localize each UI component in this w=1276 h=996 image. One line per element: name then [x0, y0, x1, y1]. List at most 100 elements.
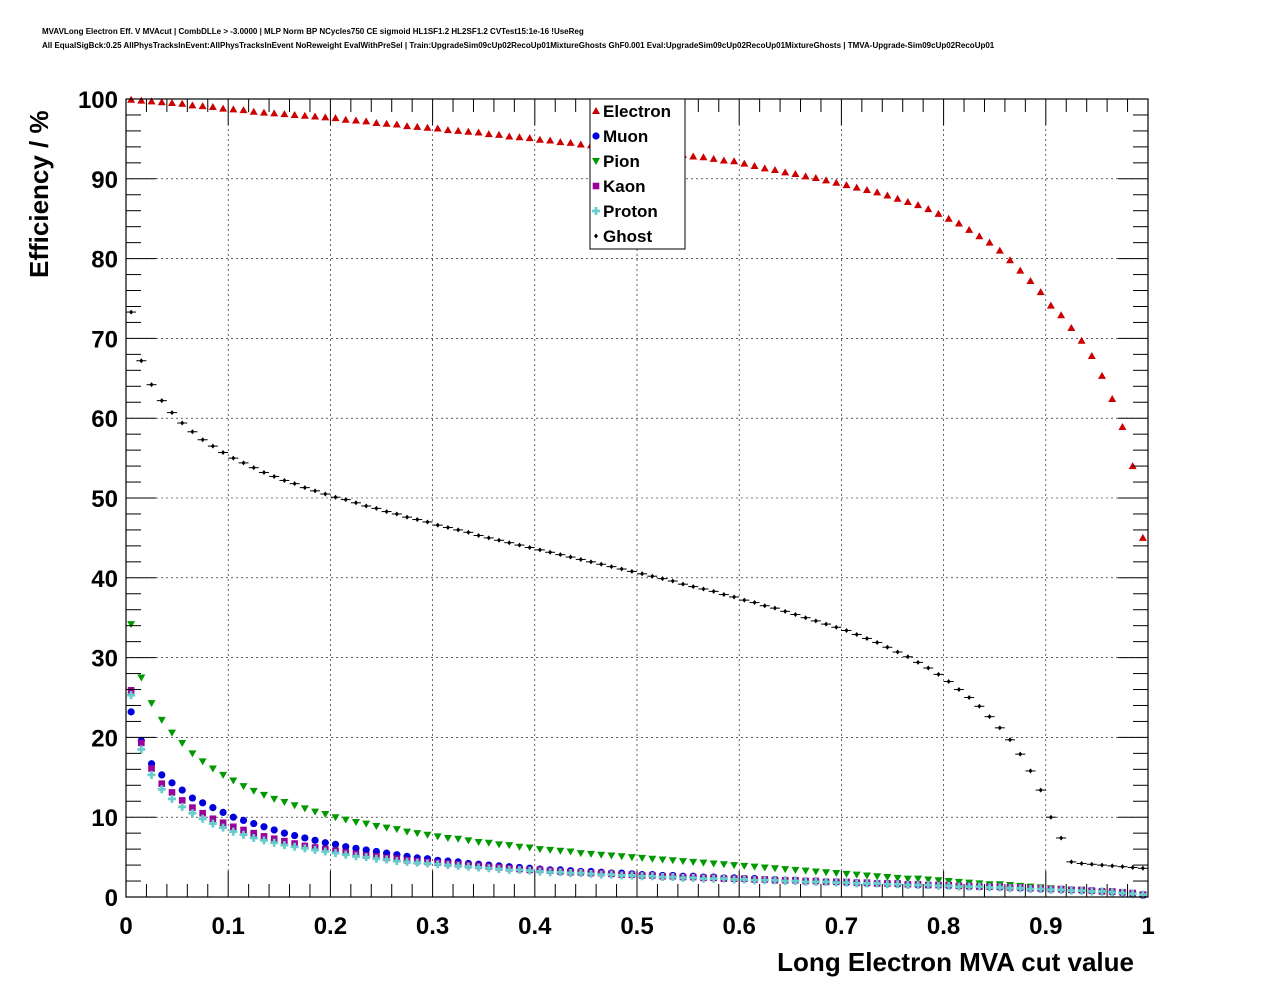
proton-point: [535, 867, 544, 876]
pion-point: [791, 866, 800, 874]
electron-point: [852, 183, 861, 191]
ghost-point: [680, 581, 685, 587]
pion-point: [515, 843, 524, 851]
proton-point: [515, 865, 524, 874]
electron-point: [709, 154, 718, 162]
proton-point: [934, 881, 943, 890]
electron-point: [137, 96, 146, 104]
ghost-point: [660, 576, 665, 582]
proton-point: [1046, 885, 1055, 894]
electron-point: [546, 136, 555, 144]
proton-point: [576, 869, 585, 878]
proton-point: [290, 842, 299, 851]
proton-point: [239, 830, 248, 839]
chart-title-line-1: MVAVLong Electron Eff. V MVAcut | CombDL…: [42, 27, 584, 36]
x-tick-labels: 0 0.1 0.2 0.3 0.4 0.5 0.6 0.7 0.8 0.9 1: [119, 913, 1154, 940]
electron-point: [1026, 276, 1035, 284]
electron-point: [914, 201, 923, 209]
ghost-point: [997, 725, 1002, 731]
pion-point: [873, 873, 882, 881]
proton-point: [403, 857, 412, 866]
proton-point: [811, 877, 820, 886]
y-axis-label: Efficiency / %: [24, 110, 54, 278]
proton-point: [556, 868, 565, 877]
ghost-point: [302, 485, 307, 491]
ghost-point: [885, 644, 890, 650]
ghost-point: [486, 535, 491, 541]
ghost-point: [1079, 860, 1084, 866]
pion-point: [862, 872, 871, 880]
electron-point: [321, 113, 330, 121]
proton-point: [791, 877, 800, 886]
legend-box: [589, 98, 686, 250]
pion-point: [535, 846, 544, 854]
kaon-point: [127, 687, 135, 694]
pion-point: [341, 816, 350, 824]
ghost-point: [1089, 861, 1094, 867]
proton-point: [852, 879, 861, 888]
ghost-point: [384, 509, 389, 515]
ghost-point: [568, 554, 573, 560]
proton-point: [832, 878, 841, 887]
pion-point: [147, 700, 156, 708]
ghost-point: [967, 695, 972, 700]
electron-point: [1077, 336, 1086, 344]
electron-point: [525, 134, 534, 142]
legend-label-pion: Pion: [603, 152, 640, 171]
proton-point: [1016, 884, 1025, 893]
legend-label-muon: Muon: [603, 127, 648, 146]
proton-point: [546, 868, 555, 877]
electron-point: [1036, 288, 1045, 296]
proton-point: [484, 864, 493, 873]
series-kaon: [127, 687, 1147, 898]
electron-point: [740, 159, 749, 167]
pion-point: [832, 870, 841, 878]
muon-point: [342, 843, 350, 851]
ghost-point: [762, 603, 767, 609]
proton-point: [597, 870, 606, 879]
legend-entry-kaon: Kaon: [592, 177, 646, 196]
ghost-point: [466, 529, 471, 535]
y-tick-label: 100: [78, 87, 118, 114]
proton-point: [944, 881, 953, 890]
ghost-point: [210, 443, 215, 449]
proton-point: [689, 873, 698, 882]
y-tick-label: 30: [91, 646, 118, 673]
electron-point: [403, 122, 412, 130]
electron-point: [566, 138, 575, 146]
ghost-point: [824, 621, 829, 627]
legend: Electron Muon Pion Kaon Proton Ghost: [589, 98, 686, 250]
electron-point: [975, 232, 984, 240]
legend-label-kaon: Kaon: [603, 177, 646, 196]
proton-point: [413, 858, 422, 867]
proton-point: [331, 849, 340, 858]
electron-point: [873, 188, 882, 196]
electron-point: [801, 172, 810, 180]
ghost-point: [180, 420, 185, 426]
pion-point: [311, 808, 320, 816]
proton-point: [270, 838, 279, 847]
ghost-point: [813, 618, 818, 624]
ghost-point: [721, 592, 726, 598]
electron-point: [147, 97, 156, 105]
y-tick-label: 0: [105, 885, 118, 912]
ghost-point: [864, 635, 869, 641]
muon-point: [229, 813, 237, 821]
pion-point: [321, 811, 330, 819]
electron-point: [965, 225, 974, 233]
ghost-point: [282, 477, 287, 483]
pion-point: [924, 876, 933, 884]
legend-marker-proton: [592, 207, 600, 216]
proton-point: [924, 881, 933, 890]
pion-point: [505, 842, 514, 850]
electron-point: [893, 194, 902, 202]
ghost-point: [292, 481, 297, 487]
ghost-point: [190, 429, 195, 435]
proton-point: [1118, 889, 1127, 898]
electron-point: [495, 130, 504, 138]
electron-point: [433, 124, 442, 132]
electron-point: [208, 102, 217, 110]
legend-marker-electron: [592, 107, 600, 114]
pion-point: [178, 739, 187, 747]
ghost-point: [1048, 814, 1053, 820]
